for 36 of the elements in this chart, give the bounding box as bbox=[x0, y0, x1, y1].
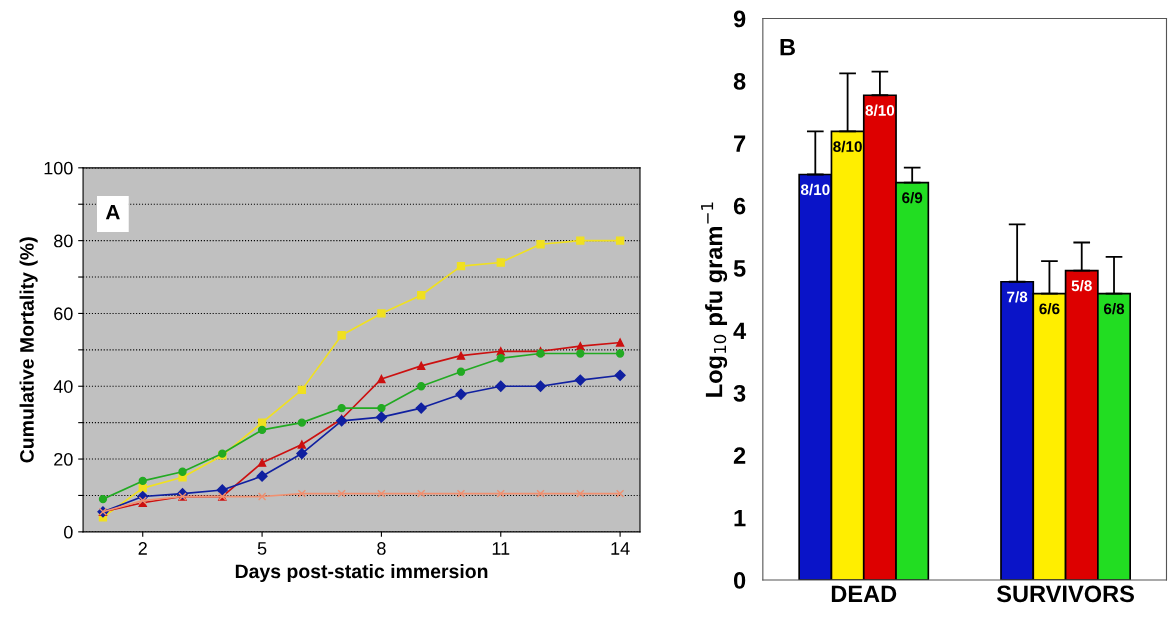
x-tick-label: DEAD bbox=[831, 585, 897, 602]
y-tick-label: 0 bbox=[64, 525, 73, 539]
annotation: 8/10 bbox=[833, 140, 862, 153]
x-axis-title: Days post-static immersion bbox=[235, 563, 488, 583]
y-tick-label: 60 bbox=[54, 307, 73, 321]
y-axis-title: Cumulative Mortality (%) bbox=[19, 237, 38, 463]
x-tick-label: 2 bbox=[138, 542, 147, 555]
y-tick-label: 5 bbox=[733, 260, 746, 277]
annotation: 6/8 bbox=[1103, 302, 1125, 315]
annotation: 8/10 bbox=[865, 104, 895, 116]
y-tick-label: 100 bbox=[44, 161, 73, 175]
annotation: 5/8 bbox=[1071, 279, 1092, 292]
annotation: 8/10 bbox=[800, 183, 830, 196]
annotation: A bbox=[105, 204, 120, 220]
y-tick-label: 6 bbox=[733, 197, 746, 215]
annotation: 6/9 bbox=[902, 191, 923, 204]
x-tick-label: 5 bbox=[257, 542, 267, 555]
annotation: 6/6 bbox=[1039, 302, 1060, 315]
annotation: 7/8 bbox=[1007, 291, 1028, 303]
y-tick-label: 40 bbox=[53, 380, 73, 393]
x-tick-label: 14 bbox=[611, 542, 630, 555]
y-tick-label: 7 bbox=[734, 135, 746, 152]
x-tick-label: SURVIVORS bbox=[996, 585, 1134, 603]
x-tick-label: 11 bbox=[492, 542, 510, 555]
y-tick-label: 4 bbox=[733, 322, 747, 339]
x-tick-label: 8 bbox=[377, 542, 386, 555]
y-tick-label: 20 bbox=[54, 452, 73, 466]
y-tick-label: 9 bbox=[733, 10, 746, 28]
y-tick-label: 0 bbox=[733, 572, 746, 589]
y-tick-label: 3 bbox=[733, 384, 746, 402]
annotation: B bbox=[780, 39, 795, 56]
y-tick-label: 8 bbox=[733, 72, 746, 90]
y-tick-label: 1 bbox=[734, 509, 746, 527]
y-tick-label: 2 bbox=[733, 447, 746, 464]
y-tick-label: 80 bbox=[54, 234, 73, 248]
y-axis-title: Log$_{10}$ pfu gram$^{−1}$ bbox=[701, 202, 728, 397]
